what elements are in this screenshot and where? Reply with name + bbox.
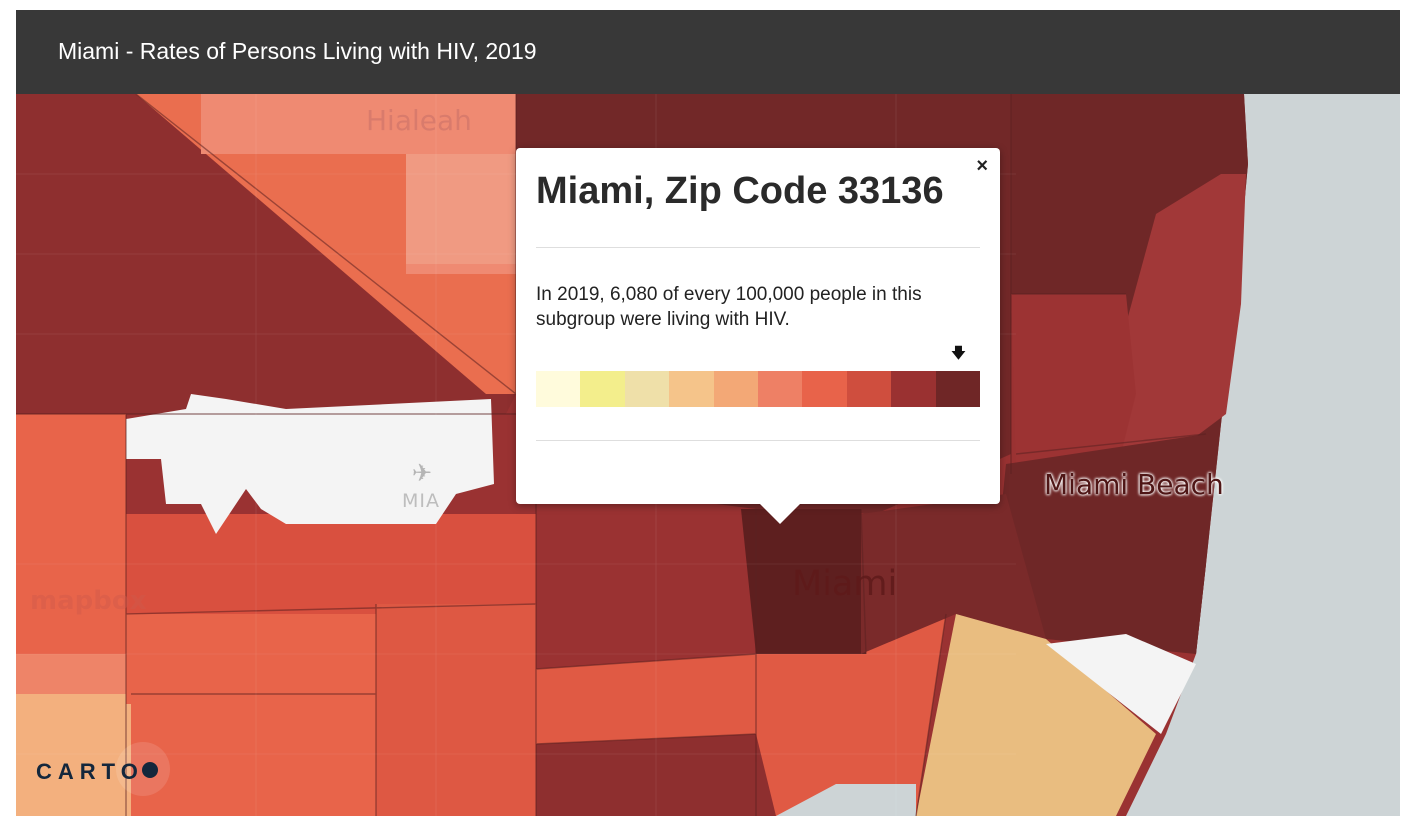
popup-divider — [536, 440, 980, 441]
water-area — [776, 784, 916, 816]
zip-area — [16, 414, 126, 654]
airplane-icon: ✈ — [412, 460, 433, 487]
water-area — [1126, 94, 1400, 816]
info-popup: × Miami, Zip Code 33136 In 2019, 6,080 o… — [516, 148, 1000, 524]
zip-area — [126, 514, 536, 614]
legend-swatch — [580, 371, 625, 407]
zip-area — [1106, 174, 1246, 454]
zip-area — [16, 694, 136, 816]
zip-area — [1046, 634, 1196, 734]
zip-area — [536, 734, 776, 816]
place-label-miami-beach: Miami Beach — [1044, 468, 1224, 501]
zip-area — [376, 604, 536, 816]
title-bar: Miami - Rates of Persons Living with HIV… — [16, 10, 1400, 94]
page-title: Miami - Rates of Persons Living with HIV… — [58, 38, 537, 64]
zip-area — [756, 614, 946, 816]
popup-pointer — [760, 504, 800, 524]
zip-area — [861, 494, 1046, 654]
legend-swatch — [802, 371, 847, 407]
mapbox-logo: mapbox — [30, 586, 147, 616]
airport-area — [126, 394, 494, 534]
legend-swatch — [846, 371, 892, 407]
legend-swatch — [713, 371, 759, 407]
popup-title: Miami, Zip Code 33136 — [536, 170, 944, 212]
down-arrow-icon: 🡇 — [950, 345, 967, 362]
legend-swatch — [891, 371, 936, 407]
legend-swatch — [669, 371, 714, 407]
zip-area — [741, 509, 866, 654]
zip-area — [406, 154, 516, 264]
legend-swatch — [758, 371, 803, 407]
carto-dot-icon — [141, 762, 158, 778]
zip-area — [16, 94, 516, 414]
zip-area — [1011, 294, 1136, 474]
carto-logo-text: CARTO — [36, 759, 144, 784]
map-widget: Miami - Rates of Persons Living with HIV… — [16, 10, 1400, 816]
color-legend — [536, 371, 981, 407]
zip-area — [536, 494, 756, 669]
place-label-miami: Miami — [792, 564, 898, 604]
carto-logo[interactable]: CARTO — [36, 759, 158, 785]
legend-swatch — [624, 371, 670, 407]
popup-description: In 2019, 6,080 of every 100,000 people i… — [536, 284, 922, 330]
legend-swatch — [935, 371, 981, 407]
zip-area — [131, 694, 376, 816]
popup-divider — [536, 247, 980, 248]
close-icon[interactable]: × — [976, 155, 988, 177]
legend-swatch — [536, 371, 581, 407]
place-label-hialeah: Hialeah — [366, 104, 472, 137]
zip-area — [16, 654, 131, 694]
zip-area — [126, 614, 376, 704]
place-label-mia: MIA — [402, 490, 440, 512]
zip-area — [996, 434, 1206, 654]
zip-area — [916, 614, 1156, 816]
